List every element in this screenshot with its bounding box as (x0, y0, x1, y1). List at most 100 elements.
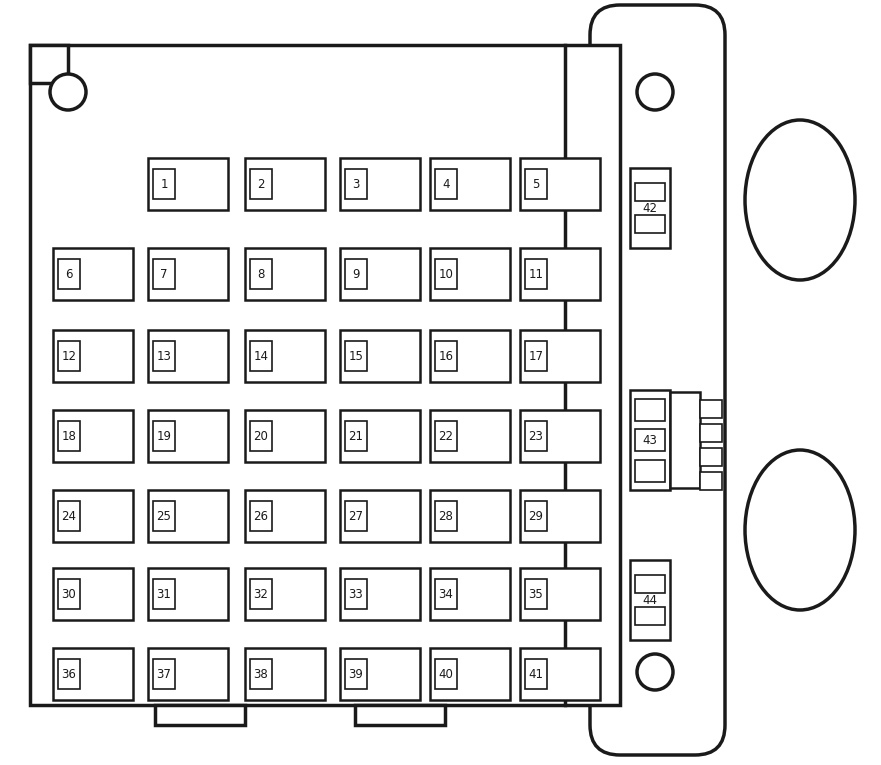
FancyBboxPatch shape (590, 5, 725, 755)
Bar (700, 472, 722, 490)
Bar (58, 579, 80, 609)
Bar (153, 259, 175, 289)
Text: 24: 24 (62, 509, 77, 522)
Bar (430, 490, 510, 542)
Text: 18: 18 (62, 429, 77, 442)
Bar (30, 45, 620, 705)
Bar (58, 421, 80, 451)
Bar (245, 330, 325, 382)
Bar (525, 659, 547, 689)
Bar (525, 501, 547, 531)
Bar (670, 392, 700, 488)
Text: 6: 6 (65, 268, 73, 281)
Bar (345, 259, 367, 289)
Text: 9: 9 (352, 268, 359, 281)
Bar (635, 429, 665, 451)
Bar (155, 705, 245, 725)
Bar (250, 341, 272, 371)
Bar (520, 490, 600, 542)
Bar (355, 705, 445, 725)
Text: 14: 14 (254, 350, 269, 363)
Text: 15: 15 (349, 350, 364, 363)
Text: 33: 33 (349, 588, 363, 601)
Bar (153, 341, 175, 371)
Bar (345, 421, 367, 451)
Bar (635, 460, 665, 481)
Bar (148, 490, 228, 542)
Text: 29: 29 (529, 509, 544, 522)
Text: 42: 42 (642, 201, 657, 214)
Bar (58, 341, 80, 371)
Text: 5: 5 (532, 177, 540, 190)
Bar (245, 248, 325, 300)
Text: 1: 1 (160, 177, 167, 190)
Text: 26: 26 (254, 509, 269, 522)
Bar (520, 568, 600, 620)
Bar (635, 575, 665, 593)
Bar (245, 158, 325, 210)
Bar (435, 259, 457, 289)
Text: 41: 41 (529, 668, 544, 681)
Text: 19: 19 (157, 429, 172, 442)
Bar (340, 248, 420, 300)
Bar (153, 659, 175, 689)
Ellipse shape (745, 450, 855, 610)
Bar (345, 659, 367, 689)
Bar (525, 169, 547, 199)
Bar (245, 410, 325, 462)
Bar (148, 648, 228, 700)
Bar (250, 659, 272, 689)
Bar (53, 410, 133, 462)
Bar (153, 169, 175, 199)
Bar (700, 400, 722, 418)
Bar (430, 248, 510, 300)
Bar (53, 248, 133, 300)
Bar (250, 421, 272, 451)
Bar (430, 158, 510, 210)
Text: 44: 44 (642, 594, 657, 607)
Bar (53, 568, 133, 620)
Bar (520, 410, 600, 462)
Bar (340, 490, 420, 542)
Bar (250, 501, 272, 531)
Text: 23: 23 (529, 429, 544, 442)
Bar (430, 648, 510, 700)
Text: 27: 27 (349, 509, 364, 522)
Bar (520, 158, 600, 210)
Bar (53, 330, 133, 382)
Bar (345, 501, 367, 531)
Bar (245, 568, 325, 620)
Bar (630, 168, 670, 248)
Bar (435, 501, 457, 531)
Bar (635, 607, 665, 625)
Text: 10: 10 (439, 268, 454, 281)
Text: 37: 37 (157, 668, 172, 681)
Bar (245, 648, 325, 700)
Bar (525, 341, 547, 371)
Bar (340, 568, 420, 620)
Bar (250, 579, 272, 609)
Text: 7: 7 (160, 268, 167, 281)
Text: 17: 17 (529, 350, 544, 363)
Circle shape (637, 74, 673, 110)
Bar (635, 399, 665, 421)
Bar (435, 659, 457, 689)
Text: 3: 3 (352, 177, 359, 190)
Text: 12: 12 (62, 350, 77, 363)
Bar (520, 330, 600, 382)
Text: 11: 11 (529, 268, 544, 281)
Circle shape (637, 654, 673, 690)
Text: 21: 21 (349, 429, 364, 442)
Bar (30, 45, 68, 83)
Bar (345, 341, 367, 371)
Bar (340, 410, 420, 462)
Text: 30: 30 (62, 588, 77, 601)
Bar (58, 659, 80, 689)
Bar (430, 568, 510, 620)
Text: 40: 40 (439, 668, 454, 681)
Bar (525, 579, 547, 609)
Bar (245, 490, 325, 542)
Bar (58, 501, 80, 531)
Bar (340, 158, 420, 210)
Text: 34: 34 (439, 588, 454, 601)
